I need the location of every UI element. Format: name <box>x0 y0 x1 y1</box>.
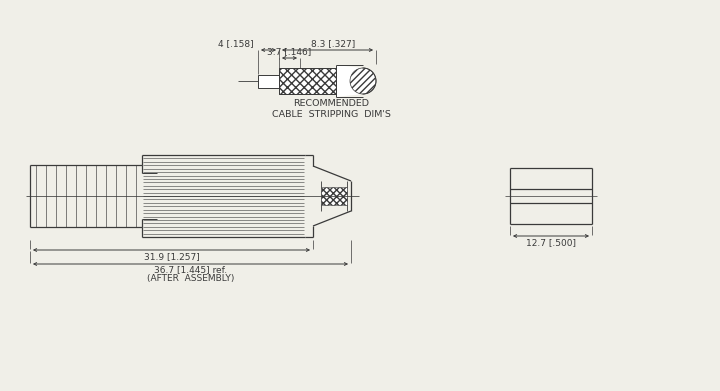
Text: 31.9 [1.257]: 31.9 [1.257] <box>143 252 199 261</box>
Text: 12.7 [.500]: 12.7 [.500] <box>526 238 576 247</box>
Text: (AFTER  ASSEMBLY): (AFTER ASSEMBLY) <box>147 274 234 283</box>
Bar <box>279 68 336 94</box>
Text: CABLE  STRIPPING  DIM'S: CABLE STRIPPING DIM'S <box>272 110 391 119</box>
Text: RECOMMENDED: RECOMMENDED <box>294 99 369 108</box>
Text: 8.3 [.327]: 8.3 [.327] <box>311 39 356 48</box>
Polygon shape <box>336 65 376 97</box>
Polygon shape <box>258 75 293 88</box>
Text: 3.7 [.146]: 3.7 [.146] <box>267 47 312 56</box>
Bar <box>279 68 336 94</box>
Bar <box>321 187 347 205</box>
Text: 4 [.158]: 4 [.158] <box>218 39 254 48</box>
Text: 36.7 [1.445] ref.: 36.7 [1.445] ref. <box>154 265 227 274</box>
